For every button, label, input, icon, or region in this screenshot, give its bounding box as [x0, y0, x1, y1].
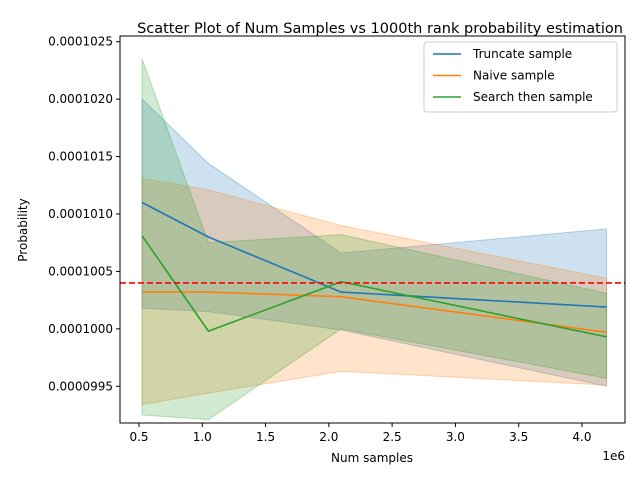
x-offset-label: 1e6 [602, 449, 625, 463]
x-tick-label: 0.5 [129, 430, 148, 444]
y-tick-label: 0.0001020 [48, 92, 113, 106]
legend-label-truncate-sample: Truncate sample [472, 47, 572, 61]
y-tick-label: 0.0001010 [48, 207, 113, 221]
y-axis-ticks: 0.0000995 0.0001000 0.0001005 0.0001010 0.00… [48, 35, 120, 393]
y-tick-label: 0.0000995 [48, 379, 113, 393]
legend-label-naive-sample: Naive sample [473, 69, 555, 83]
x-tick-label: 2.5 [383, 430, 402, 444]
truncate-sample-band [141, 97, 608, 387]
y-tick-label: 0.0001000 [48, 322, 113, 336]
plot-frame [119, 35, 626, 424]
x-tick-label: 3.5 [509, 430, 528, 444]
truncate-sample-line [141, 201, 607, 308]
legend-label-search-then-sample: Search then sample [473, 90, 593, 104]
search-then-sample-band [141, 58, 608, 421]
y-tick-label: 0.0001025 [48, 35, 113, 49]
x-tick-label: 1.0 [193, 430, 212, 444]
chart-title: Scatter Plot of Num Samples vs 1000th ra… [137, 21, 623, 37]
legend-box [423, 41, 618, 113]
x-tick-label: 3.0 [446, 430, 465, 444]
y-tick-label: 0.0001015 [48, 150, 113, 164]
x-tick-label: 4.0 [572, 430, 591, 444]
naive-sample-line [142, 291, 607, 334]
x-axis-label: Num samples [331, 451, 413, 465]
y-tick-label: 0.0001005 [48, 264, 113, 278]
legend: Truncate sample Naive sample Search then s… [423, 41, 618, 113]
x-tick-label: 1.5 [256, 430, 275, 444]
naive-sample-band [141, 177, 608, 406]
x-tick-label: 2.0 [319, 430, 338, 444]
x-axis-ticks: 0.5 1.0 1.5 2.0 2.5 3.0 3.5 4.0 [129, 423, 592, 444]
confidence-bands [141, 58, 608, 421]
y-axis-label: Probability [16, 198, 30, 261]
